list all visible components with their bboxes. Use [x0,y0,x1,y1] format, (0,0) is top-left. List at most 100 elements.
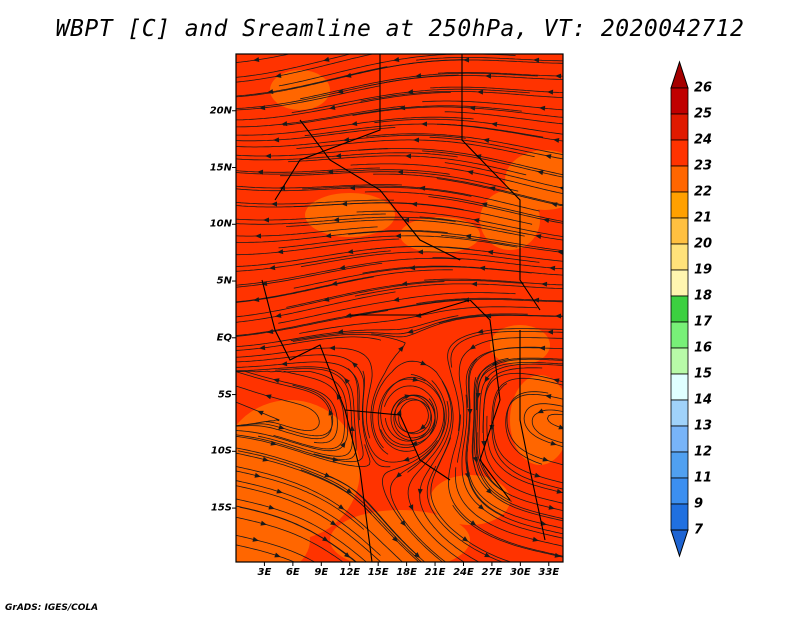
streamline-arrow-icon [275,312,282,318]
streamline-arrow-icon [553,137,560,143]
streamline-arrow-icon [336,393,342,400]
streamline-arrow-icon [262,456,269,462]
colorbar-segment [670,373,689,401]
streamline-arrow-icon [473,218,480,224]
colorbar-label: 9 [694,496,704,512]
streamline-arrow-icon [491,121,498,127]
colorbar-label: 24 [694,132,713,148]
streamline-arrow-icon [533,297,540,303]
streamline-arrow-icon [337,88,344,94]
streamline-arrow-icon [329,345,336,351]
country-border [299,119,461,261]
streamline-arrow-icon [407,89,414,95]
streamline-arrow-icon [539,105,546,111]
colorbar-segment [670,503,689,531]
colorbar-label: 12 [694,444,713,460]
streamline-arrow-icon [393,297,400,302]
streamline-arrow-icon [253,57,260,63]
streamline-arrow-icon [554,552,561,558]
streamline-arrow-icon [392,536,399,543]
streamline-arrow-icon [351,362,358,368]
wbpt-patch-22-23 [510,375,563,465]
streamline-arrow-icon [347,249,354,255]
streamline-arrow-icon [559,186,563,192]
lat-tick-label: EQ [216,332,232,344]
colorbar-over-triangle [670,60,689,89]
streamline-arrow-icon [464,472,470,479]
lon-tick-label: 6E [285,567,300,578]
streamline-arrow-icon [471,281,478,287]
streamline-arrow-icon [349,425,355,432]
streamline-arrow-icon [403,456,410,462]
streamline-arrow-icon [276,488,283,494]
streamline-arrow-icon [267,89,274,95]
streamline-arrow-icon [548,504,555,510]
colorbar-label: 19 [694,262,713,278]
lon-tick-label: 27E [481,567,503,578]
lon-tick-label: 21E [424,567,446,578]
streamline-arrow-icon [541,281,548,287]
colorbar-segment [670,191,689,219]
streamline-arrow-icon [265,394,272,400]
streamline-arrow-icon [481,440,487,447]
streamline-arrow-icon [415,73,422,79]
lat-tick-label: 15S [210,502,232,514]
map-field [236,54,563,562]
streamline-arrow-icon [411,201,418,207]
streamline-arrow-icon [277,249,284,255]
colorbar-label: 25 [694,106,713,122]
streamline-arrow-icon [253,297,260,303]
streamline-arrow-icon [278,424,285,430]
lon-tick-label: 30E [509,567,531,578]
colorbar-segment [670,139,689,167]
lon-tick-label: 15E [367,567,389,578]
streamline-arrow-icon [421,121,428,127]
streamline-arrow-icon [403,217,410,223]
wbpt-patch-22-23 [400,217,480,253]
lat-tick-label: 10S [210,445,232,457]
colorbar-label: 17 [694,314,713,330]
streamline-arrow-icon [537,170,544,176]
streamline-arrow-icon [543,218,550,224]
streamline-arrow-icon [419,185,426,191]
colorbar-segment [670,243,689,271]
streamline-arrow-icon [273,378,280,384]
streamline-arrow-icon [462,536,469,542]
streamline-arrow-icon [484,376,490,383]
streamline-arrow-icon [323,296,330,302]
lat-tick-label: 15N [209,162,232,174]
streamline-arrow-icon [413,137,420,143]
streamline [444,111,563,125]
coastline [261,279,373,562]
streamline-arrow-icon [324,472,331,478]
streamline-arrow-icon [483,138,490,143]
colorbar-segment [670,425,689,453]
lon-tick-label: 9E [314,567,329,578]
streamline-arrow-icon [325,233,332,239]
streamline-arrow-icon [419,424,426,430]
streamline-arrow-icon [470,520,477,526]
colorbar-segment [670,477,689,505]
streamline-arrow-icon [553,378,560,384]
streamline-arrow-icon [268,504,275,510]
streamline-arrow-icon [259,105,266,111]
streamline-arrow-icon [351,121,358,127]
streamline-arrow-icon [547,329,554,335]
colorbar-label: 26 [694,80,713,96]
lon-tick-label: 18E [396,567,417,578]
colorbar-segment [670,347,689,375]
colorbar-label: 23 [694,158,713,174]
streamline-arrow-icon [395,472,402,478]
wbpt-patch-22-23 [270,415,330,465]
streamline-arrow-icon [481,202,488,208]
colorbar-label: 13 [694,418,713,434]
streamline-arrow-icon [257,410,264,416]
streamline-arrow-icon [533,57,540,63]
streamline-arrow-icon [393,57,400,62]
streamline-arrow-icon [475,392,481,399]
wbpt-patch-22-23 [430,475,510,525]
streamline-arrow-icon [469,344,476,350]
streamline-arrow-icon [534,472,541,478]
streamline-arrow-icon [261,281,268,287]
